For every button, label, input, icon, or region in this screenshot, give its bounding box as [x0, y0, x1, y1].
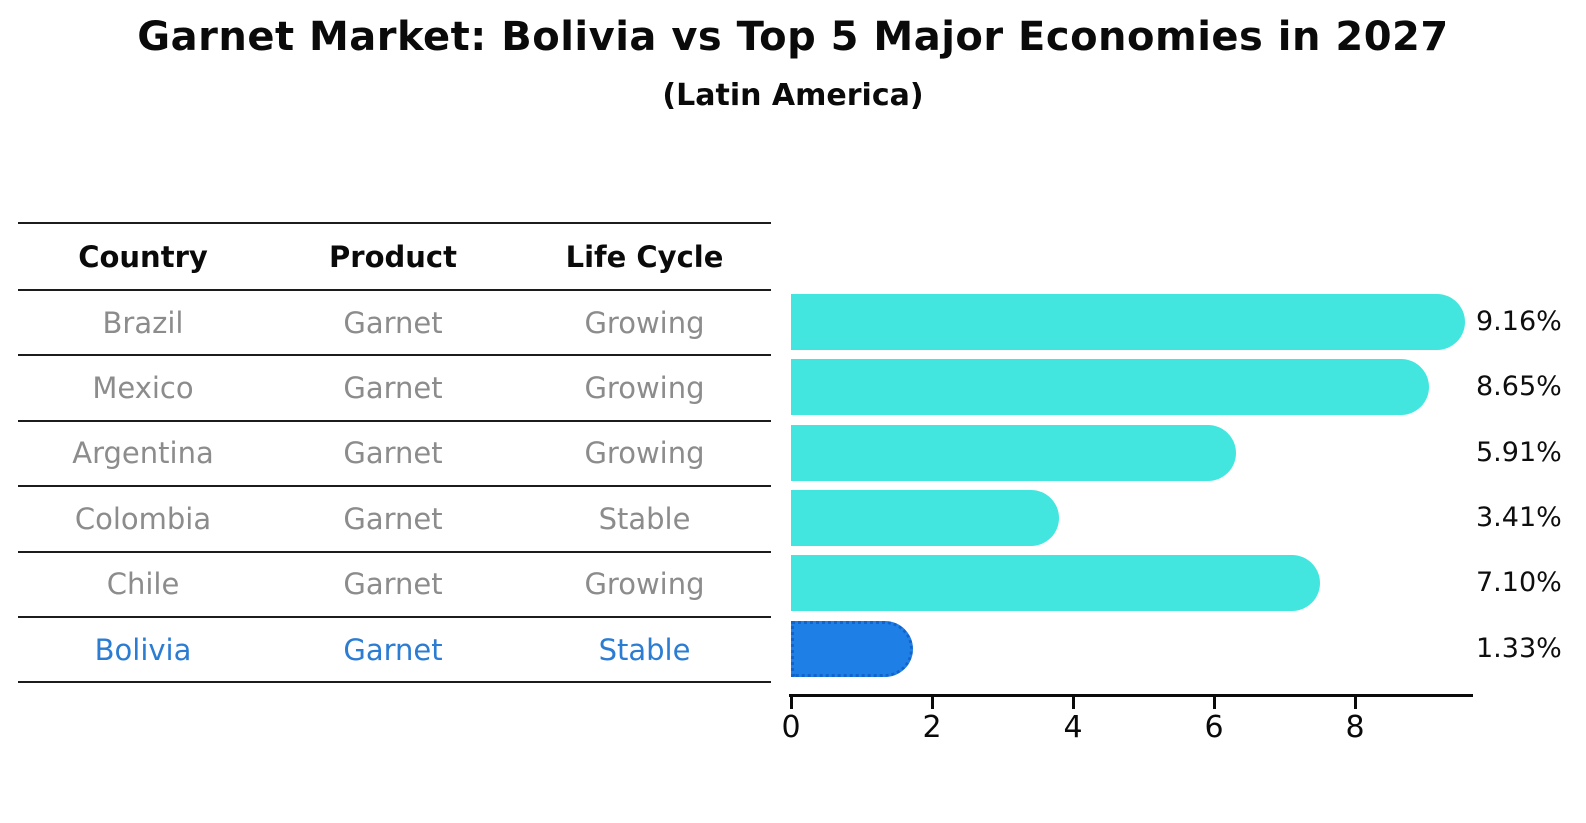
cell-country: Argentina — [72, 436, 214, 471]
x-axis-tick — [1072, 697, 1075, 709]
bar-bolivia — [791, 620, 913, 677]
x-axis-tick — [931, 697, 934, 709]
cell-product: Garnet — [343, 436, 443, 471]
cell-product: Garnet — [343, 501, 443, 536]
x-axis-line — [789, 694, 1473, 697]
column-header-life-cycle: Life Cycle — [565, 239, 724, 274]
cell-product: Garnet — [343, 305, 443, 340]
bar-value-label: 8.65% — [1476, 371, 1562, 403]
cell-country: Mexico — [92, 371, 194, 406]
bar-mexico — [791, 359, 1429, 416]
bar-colombia — [791, 489, 1060, 546]
table-row: Bolivia Garnet Stable — [18, 615, 771, 681]
cell-country: Bolivia — [94, 632, 192, 667]
table-header-row: Country Product Life Cycle — [18, 222, 771, 289]
x-axis-tick — [790, 697, 793, 709]
cell-life-cycle: Growing — [584, 436, 705, 471]
x-axis-tick — [1213, 697, 1216, 709]
table-row: Argentina Garnet Growing — [18, 419, 771, 485]
cell-product: Garnet — [343, 567, 443, 602]
cell-life-cycle: Stable — [598, 632, 691, 667]
country-table: Country Product Life Cycle Brazil Garnet G… — [18, 222, 771, 684]
x-axis-tick-label: 2 — [922, 710, 942, 745]
cell-country: Brazil — [102, 305, 184, 340]
table-row: Chile Garnet Growing — [18, 550, 771, 616]
table-row: Brazil Garnet Growing — [18, 289, 771, 354]
x-axis-tick-label: 0 — [781, 710, 801, 745]
cell-country: Chile — [106, 567, 180, 602]
x-axis-tick — [1354, 697, 1357, 709]
table-row: Mexico Garnet Growing — [18, 354, 771, 419]
chart-title: Garnet Market: Bolivia vs Top 5 Major Ec… — [137, 14, 1449, 60]
bar-brazil — [791, 293, 1465, 350]
cell-life-cycle: Stable — [598, 501, 691, 536]
x-axis-tick-label: 4 — [1063, 710, 1083, 745]
chart-subtitle: (Latin America) — [662, 78, 924, 113]
bar-chile — [791, 555, 1320, 612]
bar-value-label: 7.10% — [1476, 567, 1562, 599]
cell-life-cycle: Growing — [584, 371, 705, 406]
column-header-country: Country — [78, 239, 208, 274]
cell-life-cycle: Growing — [584, 567, 705, 602]
cell-life-cycle: Growing — [584, 305, 705, 340]
x-axis-tick-label: 8 — [1345, 710, 1365, 745]
cell-product: Garnet — [343, 632, 443, 667]
cell-product: Garnet — [343, 371, 443, 406]
cell-country: Colombia — [74, 501, 212, 536]
bar-value-label: 1.33% — [1476, 632, 1562, 664]
bar-value-label: 9.16% — [1476, 305, 1562, 337]
bar-argentina — [791, 424, 1236, 481]
bar-value-label: 3.41% — [1476, 501, 1562, 533]
table-row: Colombia Garnet Stable — [18, 485, 771, 550]
x-axis-tick-label: 6 — [1204, 710, 1224, 745]
column-header-product: Product — [329, 239, 457, 274]
bar-value-label: 5.91% — [1476, 436, 1562, 468]
